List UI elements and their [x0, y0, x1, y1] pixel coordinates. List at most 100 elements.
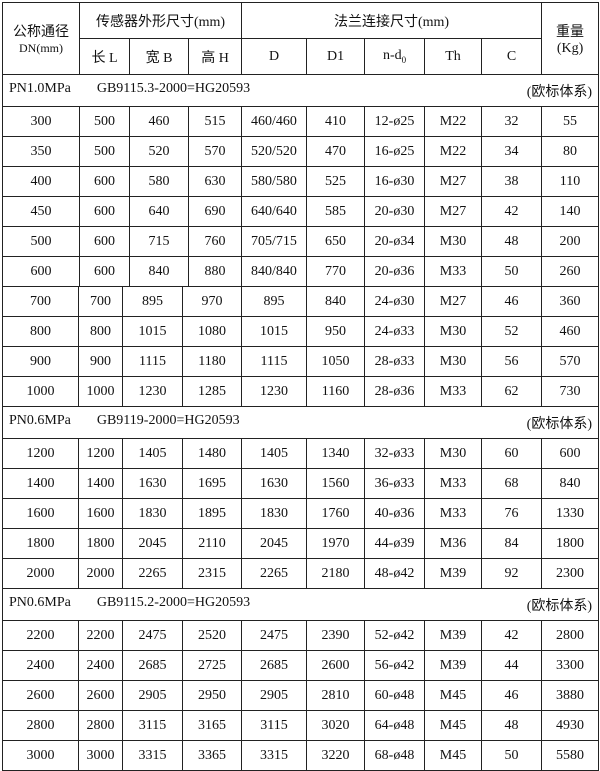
cell-n-d0: 56-ø42 — [364, 650, 425, 681]
cell-c: 50 — [481, 256, 542, 287]
cell-d: 1405 — [241, 439, 307, 469]
table-row: 1600 1600 1830 1895 1830 1760 40-ø36 M33 76 1330 — [2, 498, 599, 529]
cell-n-d0: 64-ø48 — [364, 710, 425, 741]
cell-width: 1405 — [122, 439, 183, 469]
cell-d1: 3020 — [306, 710, 365, 741]
cell-c: 68 — [481, 468, 542, 499]
cell-dn: 1200 — [2, 439, 79, 469]
cell-th: M27 — [424, 196, 482, 227]
cell-dn: 2800 — [2, 710, 79, 741]
cell-length: 2000 — [78, 558, 123, 589]
cell-d1: 525 — [306, 166, 365, 197]
cell-n-d0: 36-ø33 — [364, 468, 425, 499]
cell-d: 2045 — [241, 528, 307, 559]
cell-dn: 2200 — [2, 621, 79, 651]
cell-width: 895 — [122, 287, 183, 317]
cell-weight: 2800 — [541, 621, 599, 651]
table-row: 700 700 895 970 895 840 24-ø30 M27 46 360 — [2, 287, 599, 317]
cell-th: M30 — [424, 316, 482, 347]
cell-length: 1600 — [78, 498, 123, 529]
cell-weight: 4930 — [541, 710, 599, 741]
table-row: 1800 1800 2045 2110 2045 1970 44-ø39 M36 84 1800 — [2, 528, 599, 559]
cell-weight: 260 — [540, 256, 600, 287]
pressure-rating: PN0.6MPa — [9, 594, 71, 610]
section-row: PN0.6MPa GB9119-2000=HG20593 (欧标体系) — [2, 407, 599, 439]
cell-n-d0: 12-ø25 — [364, 106, 425, 137]
cell-length: 2400 — [78, 650, 123, 681]
col-d: D — [241, 38, 308, 75]
table-block: 1200 1200 1405 1480 1405 1340 32-ø33 M30 60 600 14… — [2, 439, 599, 589]
cell-d: 520/520 — [241, 136, 307, 167]
table-row: 400 600 580 630 580/580 525 16-ø30 M27 38 110 — [2, 166, 600, 197]
cell-weight: 730 — [541, 376, 599, 407]
cell-d: 1630 — [241, 468, 307, 499]
flange-dimensions-header: 法兰连接尺寸(mm) — [241, 2, 543, 39]
cell-d: 460/460 — [241, 106, 307, 137]
table-body: PN1.0MPa GB9115.3-2000=HG20593 (欧标体系) 300 50… — [1, 75, 600, 771]
cell-weight: 570 — [541, 346, 599, 377]
standard-system: (欧标体系) — [526, 416, 592, 432]
cell-d1: 1560 — [306, 468, 365, 499]
cell-c: 56 — [481, 346, 542, 377]
cell-length: 2600 — [78, 680, 123, 711]
cell-height: 1895 — [182, 498, 242, 529]
cell-length: 600 — [79, 196, 130, 227]
cell-th: M45 — [424, 710, 482, 741]
cell-n-d0: 24-ø30 — [364, 287, 425, 317]
table-row: 2000 2000 2265 2315 2265 2180 48-ø42 M39 92 2300 — [2, 558, 599, 589]
dn-label: 公称通径 — [13, 25, 69, 40]
cell-th: M39 — [424, 558, 482, 589]
cell-weight: 1800 — [541, 528, 599, 559]
cell-n-d0: 28-ø33 — [364, 346, 425, 377]
cell-d1: 1760 — [306, 498, 365, 529]
cell-length: 2800 — [78, 710, 123, 741]
cell-dn: 2600 — [2, 680, 79, 711]
cell-th: M22 — [424, 106, 482, 137]
table-block: 2200 2200 2475 2520 2475 2390 52-ø42 M39 42 2800 2… — [2, 621, 599, 771]
cell-n-d0: 24-ø33 — [364, 316, 425, 347]
col-d1: D1 — [306, 38, 366, 75]
cell-length: 700 — [78, 287, 123, 317]
cell-width: 2905 — [122, 680, 183, 711]
cell-th: M39 — [424, 650, 482, 681]
table-row: 1200 1200 1405 1480 1405 1340 32-ø33 M30 60 600 — [2, 439, 599, 469]
col-n-d0: n-d0 — [364, 38, 426, 75]
cell-c: 34 — [481, 136, 542, 167]
flange-standard: GB9115.3-2000=HG20593 — [96, 80, 251, 96]
cell-d: 705/715 — [241, 226, 307, 257]
cell-width: 2045 — [122, 528, 183, 559]
cell-height: 2950 — [182, 680, 242, 711]
cell-weight: 2300 — [541, 558, 599, 589]
cell-length: 900 — [78, 346, 123, 377]
cell-width: 2685 — [122, 650, 183, 681]
cell-c: 48 — [481, 226, 542, 257]
cell-th: M33 — [424, 468, 482, 499]
cell-d: 2265 — [241, 558, 307, 589]
cell-weight: 1330 — [541, 498, 599, 529]
table-row: 2800 2800 3115 3165 3115 3020 64-ø48 M45 48 4930 — [2, 710, 599, 741]
cell-dn: 600 — [2, 256, 80, 287]
cell-length: 800 — [78, 316, 123, 347]
cell-th: M33 — [424, 376, 482, 407]
cell-d1: 950 — [306, 316, 365, 347]
cell-d: 2905 — [241, 680, 307, 711]
cell-d: 640/640 — [241, 196, 307, 227]
cell-dn: 800 — [2, 316, 79, 347]
cell-n-d0: 16-ø30 — [364, 166, 425, 197]
cell-th: M30 — [424, 439, 482, 469]
cell-dn: 450 — [2, 196, 80, 227]
cell-th: M30 — [424, 346, 482, 377]
cell-weight: 80 — [540, 136, 600, 167]
cell-height: 760 — [188, 226, 242, 257]
cell-d: 2685 — [241, 650, 307, 681]
cell-height: 690 — [188, 196, 242, 227]
cell-length: 1000 — [78, 376, 123, 407]
table-header: 公称通径 DN(mm) 传感器外形尺寸(mm) 法兰连接尺寸(mm) 重量 (Kg)… — [2, 2, 600, 75]
table-row: 800 800 1015 1080 1015 950 24-ø33 M30 52 460 — [2, 316, 599, 347]
cell-c: 92 — [481, 558, 542, 589]
cell-dn: 1800 — [2, 528, 79, 559]
table-row: 500 600 715 760 705/715 650 20-ø34 M30 48 200 — [2, 226, 600, 257]
cell-n-d0: 48-ø42 — [364, 558, 425, 589]
cell-th: M27 — [424, 166, 482, 197]
cell-n-d0: 52-ø42 — [364, 621, 425, 651]
